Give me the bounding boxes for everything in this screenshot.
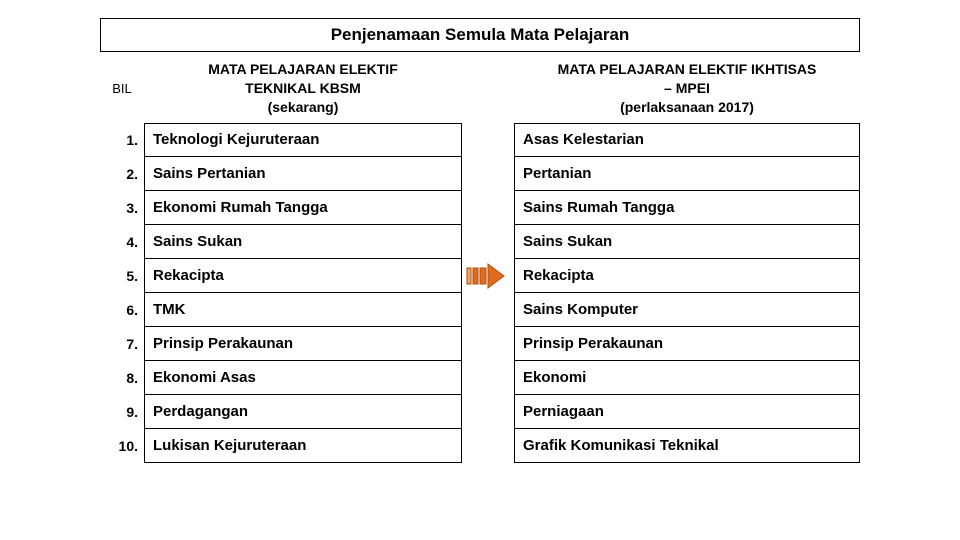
- cell-gap: [462, 259, 514, 293]
- cell-gap: [462, 225, 514, 259]
- cell-gap: [462, 293, 514, 327]
- cell-left: Teknologi Kejuruteraan: [144, 123, 462, 157]
- cell-left: Sains Sukan: [144, 225, 462, 259]
- cell-bil: 1.: [100, 123, 144, 157]
- header-left-line2: TEKNIKAL KBSM: [245, 80, 361, 96]
- cell-bil: 9.: [100, 395, 144, 429]
- table-row: 10.Lukisan Kejuruteraan Grafik Komunikasi…: [100, 429, 860, 463]
- header-left-line1: MATA PELAJARAN ELEKTIF: [208, 61, 398, 77]
- table-row: 7.Prinsip PerakaunanPrinsip Perakaunan: [100, 327, 860, 361]
- header-right-line1: MATA PELAJARAN ELEKTIF IKHTISAS: [558, 61, 817, 77]
- cell-bil: 3.: [100, 191, 144, 225]
- cell-left: Prinsip Perakaunan: [144, 327, 462, 361]
- cell-gap: [462, 327, 514, 361]
- header-left: MATA PELAJARAN ELEKTIF TEKNIKAL KBSM (se…: [144, 60, 462, 117]
- cell-left: Perdagangan: [144, 395, 462, 429]
- table-row: 2.Sains Pertanian Pertanian: [100, 157, 860, 191]
- cell-right: Asas Kelestarian: [514, 123, 860, 157]
- header-right-line2: – MPEI: [664, 80, 710, 96]
- cell-gap: [462, 123, 514, 157]
- page-title: Penjenamaan Semula Mata Pelajaran: [100, 18, 860, 52]
- cell-gap: [462, 429, 514, 463]
- cell-bil: 4.: [100, 225, 144, 259]
- header-right-line3: (perlaksanaan 2017): [620, 99, 754, 115]
- table-body: 1.Teknologi Kejuruteraan Asas Kelestarian…: [100, 123, 860, 463]
- cell-bil: 5.: [100, 259, 144, 293]
- cell-gap: [462, 395, 514, 429]
- header-right: MATA PELAJARAN ELEKTIF IKHTISAS – MPEI (…: [514, 60, 860, 117]
- cell-right: Grafik Komunikasi Teknikal: [514, 429, 860, 463]
- table-row: 1.Teknologi Kejuruteraan Asas Kelestarian: [100, 123, 860, 157]
- arrow-icon: [466, 262, 506, 290]
- header-bil: BIL: [100, 81, 144, 96]
- cell-left: Ekonomi Rumah Tangga: [144, 191, 462, 225]
- cell-bil: 2.: [100, 157, 144, 191]
- cell-right: Ekonomi: [514, 361, 860, 395]
- cell-left: Sains Pertanian: [144, 157, 462, 191]
- cell-right: Sains Sukan: [514, 225, 860, 259]
- cell-gap: [462, 157, 514, 191]
- cell-bil: 7.: [100, 327, 144, 361]
- table-row: 3.Ekonomi Rumah Tangga Sains Rumah Tangga: [100, 191, 860, 225]
- cell-left: Lukisan Kejuruteraan: [144, 429, 462, 463]
- cell-gap: [462, 191, 514, 225]
- cell-right: Sains Komputer: [514, 293, 860, 327]
- table-header-row: BIL MATA PELAJARAN ELEKTIF TEKNIKAL KBSM…: [100, 60, 860, 117]
- cell-right: Prinsip Perakaunan: [514, 327, 860, 361]
- cell-right: Rekacipta: [514, 259, 860, 293]
- cell-left: TMK: [144, 293, 462, 327]
- table-row: 5.RekaciptaRekacipta: [100, 259, 860, 293]
- table-row: 9.Perdagangan Perniagaan: [100, 395, 860, 429]
- cell-right: Perniagaan: [514, 395, 860, 429]
- cell-gap: [462, 361, 514, 395]
- table-row: 6.TMK Sains Komputer: [100, 293, 860, 327]
- cell-right: Sains Rumah Tangga: [514, 191, 860, 225]
- table-row: 8.Ekonomi Asas Ekonomi: [100, 361, 860, 395]
- cell-left: Rekacipta: [144, 259, 462, 293]
- cell-bil: 6.: [100, 293, 144, 327]
- header-left-line3: (sekarang): [268, 99, 339, 115]
- cell-bil: 10.: [100, 429, 144, 463]
- cell-left: Ekonomi Asas: [144, 361, 462, 395]
- cell-bil: 8.: [100, 361, 144, 395]
- cell-right: Pertanian: [514, 157, 860, 191]
- table-row: 4.Sains SukanSains Sukan: [100, 225, 860, 259]
